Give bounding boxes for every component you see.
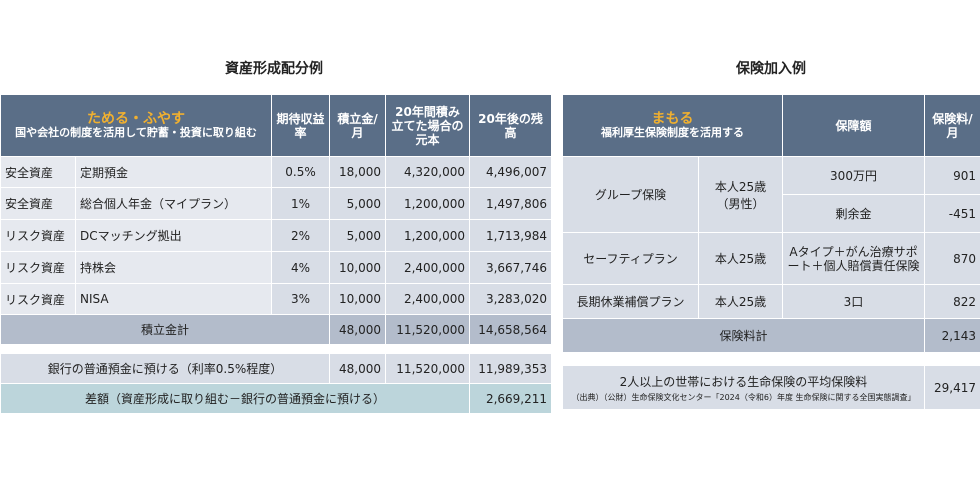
premium-cell: 870	[924, 232, 980, 285]
table-row: リスク資産 持株会 4% 10,000 2,400,000 3,667,746	[0, 251, 553, 284]
premium-cell: 901	[924, 156, 980, 195]
coverage-cell: Aタイプ＋がん治療サポート＋個人賠償責任保険	[782, 232, 925, 285]
monthly-cell: 10,000	[329, 283, 387, 315]
principal-cell: 1,200,000	[385, 187, 471, 220]
average-cell: 2人以上の世帯における生命保険の平均保険料 （出典）（公財）生命保険文化センター…	[562, 365, 925, 410]
table-row: セーフティプラン 本人25歳 Aタイプ＋がん治療サポート＋個人賠償責任保険 87…	[562, 232, 980, 285]
table-row: 安全資産 総合個人年金（マイプラン） 1% 5,000 1,200,000 1,…	[0, 187, 553, 220]
average-value: 29,417	[924, 365, 980, 410]
monthly-cell: 5,000	[329, 187, 387, 220]
monthly-cell: 18,000	[329, 156, 387, 188]
difference-row: 差額（資産形成に取り組む－銀行の普通預金に預ける） 2,669,211	[0, 383, 553, 414]
header-rate: 期待収益率	[271, 94, 331, 157]
item-cell: 持株会	[74, 251, 273, 284]
header-subtitle: 国や会社の制度を活用して貯蓄・投資に取り組む	[15, 125, 257, 139]
total-value: 2,143	[924, 318, 980, 353]
total-monthly: 48,000	[329, 314, 387, 345]
rate-cell: 1%	[271, 187, 331, 220]
person-cell: 本人25歳	[698, 232, 783, 285]
person-cell: 本人25歳（男性）	[698, 156, 783, 233]
coverage-cell: 300万円	[782, 156, 925, 195]
principal-cell: 1,200,000	[385, 219, 471, 252]
header-save-grow: ためる・ふやす 国や会社の制度を活用して貯蓄・投資に取り組む	[0, 94, 273, 157]
difference-label: 差額（資産形成に取り組む－銀行の普通預金に預ける）	[0, 383, 471, 414]
insurance-example-title: 保険加入例	[736, 61, 806, 77]
monthly-cell: 5,000	[329, 219, 387, 252]
header-principal: 20年間積み立てた場合の元本	[385, 94, 471, 157]
table-row: リスク資産 NISA 3% 10,000 2,400,000 3,283,020	[0, 283, 553, 315]
plan-name-cell: セーフティプラン	[562, 232, 699, 285]
total-label: 積立金計	[0, 314, 331, 345]
balance-cell: 4,496,007	[469, 156, 553, 188]
balance-cell: 1,497,806	[469, 187, 553, 220]
table-row: リスク資産 DCマッチング拠出 2% 5,000 1,200,000 1,713…	[0, 219, 553, 252]
bank-monthly: 48,000	[329, 353, 387, 384]
bank-principal: 11,520,000	[385, 353, 471, 384]
header-protect: まもる 福利厚生保険制度を活用する	[562, 94, 783, 157]
header-highlight: ためる・ふやす	[87, 110, 185, 127]
plan-name-cell: グループ保険	[562, 156, 699, 233]
asset-allocation-title: 資産形成配分例	[225, 61, 323, 77]
table-row: 長期休業補償プラン 本人25歳 3口 822	[562, 284, 980, 319]
rate-cell: 2%	[271, 219, 331, 252]
item-cell: 総合個人年金（マイプラン）	[74, 187, 273, 220]
header-balance: 20年後の残高	[469, 94, 553, 157]
bank-row: 銀行の普通預金に預ける（利率0.5%程度） 48,000 11,520,000 …	[0, 353, 553, 384]
bank-balance: 11,989,353	[469, 353, 553, 384]
category-cell: リスク資産	[0, 251, 76, 284]
category-cell: 安全資産	[0, 156, 76, 188]
category-cell: 安全資産	[0, 187, 76, 220]
coverage-cell: 剰余金	[782, 194, 925, 233]
person-cell: 本人25歳	[698, 284, 783, 319]
category-cell: リスク資産	[0, 219, 76, 252]
total-row: 積立金計 48,000 11,520,000 14,658,564	[0, 314, 553, 345]
coverage-cell: 3口	[782, 284, 925, 319]
balance-cell: 3,283,020	[469, 283, 553, 315]
principal-cell: 2,400,000	[385, 251, 471, 284]
average-label: 2人以上の世帯における生命保険の平均保険料	[619, 374, 868, 389]
principal-cell: 2,400,000	[385, 283, 471, 315]
total-balance: 14,658,564	[469, 314, 553, 345]
header-subtitle: 福利厚生保険制度を活用する	[601, 125, 744, 139]
total-row: 保険料計 2,143	[562, 318, 980, 353]
balance-cell: 1,713,984	[469, 219, 553, 252]
item-cell: DCマッチング拠出	[74, 219, 273, 252]
header-coverage: 保障額	[782, 94, 925, 157]
premium-cell: -451	[924, 194, 980, 233]
bank-label: 銀行の普通預金に預ける（利率0.5%程度）	[0, 353, 331, 384]
plan-name-cell: 長期休業補償プラン	[562, 284, 699, 319]
asset-allocation-table: ためる・ふやす 国や会社の制度を活用して貯蓄・投資に取り組む 期待収益率 積立金…	[0, 94, 553, 414]
item-cell: NISA	[74, 283, 273, 315]
rate-cell: 4%	[271, 251, 331, 284]
rate-cell: 3%	[271, 283, 331, 315]
rate-cell: 0.5%	[271, 156, 331, 188]
difference-value: 2,669,211	[469, 383, 553, 414]
header-premium: 保険料/月	[924, 94, 980, 157]
header-highlight: まもる	[651, 110, 694, 127]
table-row: グループ保険 本人25歳（男性） 300万円 901	[562, 156, 980, 233]
principal-cell: 4,320,000	[385, 156, 471, 188]
table-row: 安全資産 定期預金 0.5% 18,000 4,320,000 4,496,00…	[0, 156, 553, 188]
category-cell: リスク資産	[0, 283, 76, 315]
average-source: （出典）（公財）生命保険文化センター「2024（令和6）年度 生命保険に関する全…	[571, 392, 916, 402]
header-monthly: 積立金/月	[329, 94, 387, 157]
insurance-table: まもる 福利厚生保険制度を活用する 保障額 保険料/月 グループ保険 本人25歳…	[562, 94, 980, 410]
premium-cell: 822	[924, 284, 980, 319]
balance-cell: 3,667,746	[469, 251, 553, 284]
item-cell: 定期預金	[74, 156, 273, 188]
total-label: 保険料計	[562, 318, 925, 353]
monthly-cell: 10,000	[329, 251, 387, 284]
total-principal: 11,520,000	[385, 314, 471, 345]
average-row: 2人以上の世帯における生命保険の平均保険料 （出典）（公財）生命保険文化センター…	[562, 365, 980, 410]
